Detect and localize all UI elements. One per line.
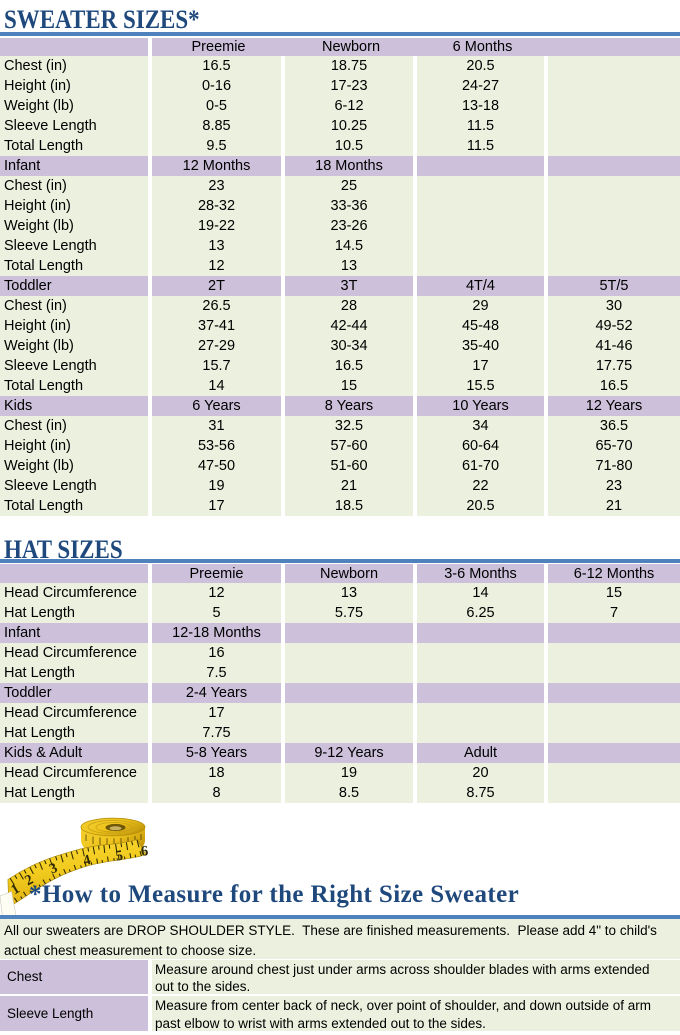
svg-text:5: 5 [115,848,125,865]
svg-text:4: 4 [81,852,92,869]
svg-text:6: 6 [140,843,149,860]
